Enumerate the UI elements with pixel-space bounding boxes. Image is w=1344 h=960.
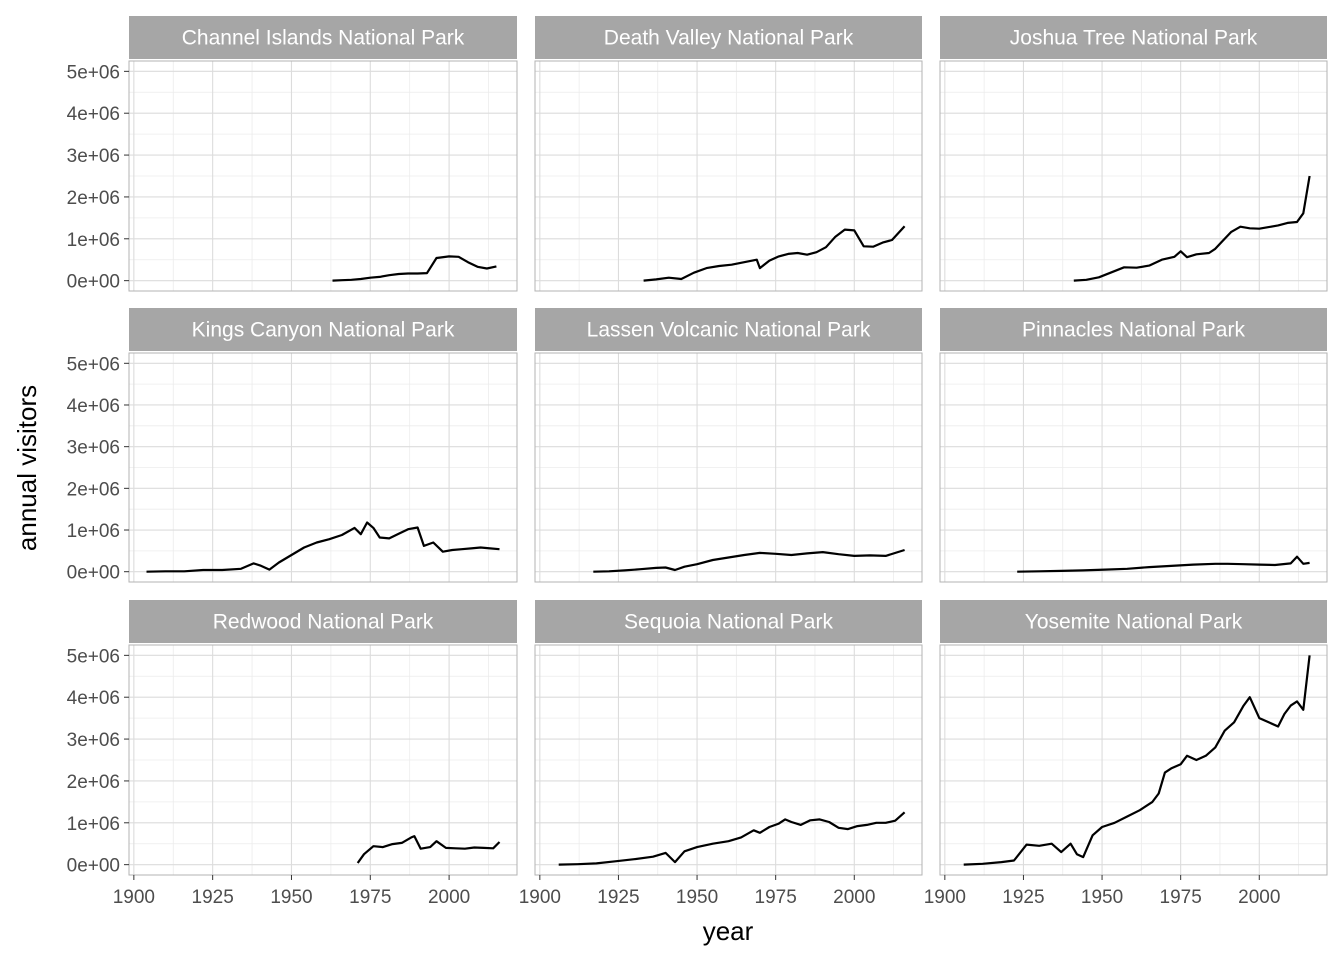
series-line [593,548,905,573]
x-tick-label: 1975 [349,887,391,908]
x-tick-label: 1950 [270,887,312,908]
x-tick-label: 2000 [1238,887,1280,908]
facet-panel-border [939,60,1328,292]
y-tick-label: 1e+06 [67,230,120,251]
facet-title: Redwood National Park [213,611,434,634]
y-axis-title: annual visitors [12,385,42,551]
x-tick-label: 2000 [833,887,875,908]
y-tick-label: 3e+06 [67,730,120,751]
y-tick-label: 2e+06 [67,188,120,209]
y-tick-label: 2e+06 [67,479,120,500]
facet-title: Channel Islands National Park [182,27,465,50]
x-tick-label: 1975 [1160,887,1202,908]
facet-panel-border [128,352,518,583]
facet-strip [535,16,922,59]
facet-panel-border [534,352,923,583]
y-tick-label: 4e+06 [67,104,120,125]
facet-panel-border [534,60,923,292]
y-tick-label: 0e+00 [67,856,120,877]
x-tick-label: 1950 [1081,887,1123,908]
facet-panel-border [128,644,518,876]
facet-strip [129,308,517,351]
x-axis-title: year [703,916,754,946]
series-line [1073,175,1311,282]
series-line [963,655,1311,866]
x-tick-label: 1925 [597,887,639,908]
facet-title: Yosemite National Park [1025,611,1243,634]
series-line [146,521,500,573]
facet-title: Kings Canyon National Park [192,319,455,342]
y-tick-label: 4e+06 [67,688,120,709]
facet-panel-border [128,60,518,292]
facet-title: Joshua Tree National Park [1010,27,1258,50]
facet-strip [535,308,922,351]
y-tick-label: 5e+06 [67,646,120,667]
series-line [643,225,906,282]
series-line [1017,555,1310,573]
facet-panel-border [939,352,1328,583]
facet-panel-border [534,644,923,876]
x-tick-label: 1900 [924,887,966,908]
facet-strip [535,600,922,643]
facet-title: Sequoia National Park [624,611,833,634]
facet-strip [940,16,1327,59]
x-tick-label: 1925 [192,887,234,908]
facet-panel-border [939,644,1328,876]
y-tick-label: 1e+06 [67,521,120,542]
x-tick-label: 1925 [1002,887,1044,908]
facet-title: Death Valley National Park [604,27,854,50]
y-tick-label: 0e+00 [67,272,120,293]
facet-strip [940,600,1327,643]
facet-strip [940,308,1327,351]
facet-strip [129,600,517,643]
x-tick-label: 2000 [428,887,470,908]
facet-title: Pinnacles National Park [1022,319,1245,342]
series-line [332,255,497,282]
y-tick-label: 5e+06 [67,354,120,375]
y-tick-label: 2e+06 [67,772,120,793]
y-tick-label: 5e+06 [67,62,120,83]
series-line [558,811,906,866]
y-tick-label: 3e+06 [67,438,120,459]
y-tick-label: 4e+06 [67,396,120,417]
y-tick-label: 0e+00 [67,563,120,584]
x-tick-label: 1900 [519,887,561,908]
facet-title: Lassen Volcanic National Park [587,319,871,342]
y-tick-label: 1e+06 [67,814,120,835]
series-line [356,835,501,864]
x-tick-label: 1900 [113,887,155,908]
x-tick-label: 1975 [755,887,797,908]
facet-strip [129,16,517,59]
y-tick-label: 3e+06 [67,146,120,167]
x-tick-label: 1950 [676,887,718,908]
